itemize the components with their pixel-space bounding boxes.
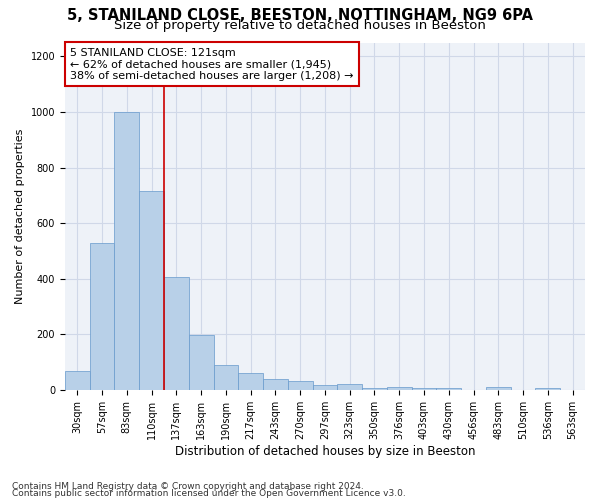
Bar [263, 378, 288, 390]
Bar [337, 384, 362, 390]
Bar [535, 388, 560, 390]
Bar [89, 244, 115, 390]
Bar [139, 192, 164, 390]
Text: Contains public sector information licensed under the Open Government Licence v3: Contains public sector information licen… [12, 489, 406, 498]
Bar [486, 386, 511, 390]
Bar [288, 381, 313, 390]
Bar [115, 112, 139, 390]
Bar [436, 388, 461, 390]
Bar [313, 385, 337, 390]
Bar [412, 388, 436, 390]
Text: 5 STANILAND CLOSE: 121sqm
← 62% of detached houses are smaller (1,945)
38% of se: 5 STANILAND CLOSE: 121sqm ← 62% of detac… [70, 48, 353, 81]
Bar [189, 335, 214, 390]
Bar [164, 277, 189, 390]
Y-axis label: Number of detached properties: Number of detached properties [15, 128, 25, 304]
Text: 5, STANILAND CLOSE, BEESTON, NOTTINGHAM, NG9 6PA: 5, STANILAND CLOSE, BEESTON, NOTTINGHAM,… [67, 8, 533, 22]
X-axis label: Distribution of detached houses by size in Beeston: Distribution of detached houses by size … [175, 444, 475, 458]
Bar [65, 371, 89, 390]
Bar [387, 387, 412, 390]
Text: Size of property relative to detached houses in Beeston: Size of property relative to detached ho… [114, 19, 486, 32]
Bar [238, 373, 263, 390]
Bar [362, 388, 387, 390]
Text: Contains HM Land Registry data © Crown copyright and database right 2024.: Contains HM Land Registry data © Crown c… [12, 482, 364, 491]
Bar [214, 365, 238, 390]
